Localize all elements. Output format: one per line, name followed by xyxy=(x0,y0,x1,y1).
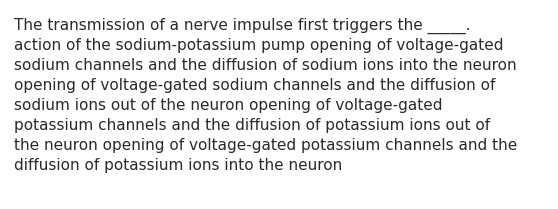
Text: action of the sodium-potassium pump opening of voltage-gated: action of the sodium-potassium pump open… xyxy=(14,38,503,53)
Text: opening of voltage-gated sodium channels and the diffusion of: opening of voltage-gated sodium channels… xyxy=(14,78,496,93)
Text: potassium channels and the diffusion of potassium ions out of: potassium channels and the diffusion of … xyxy=(14,118,490,133)
Text: the neuron opening of voltage-gated potassium channels and the: the neuron opening of voltage-gated pota… xyxy=(14,138,517,153)
Text: sodium channels and the diffusion of sodium ions into the neuron: sodium channels and the diffusion of sod… xyxy=(14,58,517,73)
Text: sodium ions out of the neuron opening of voltage-gated: sodium ions out of the neuron opening of… xyxy=(14,98,442,113)
Text: The transmission of a nerve impulse first triggers the _____.: The transmission of a nerve impulse firs… xyxy=(14,18,470,34)
Text: diffusion of potassium ions into the neuron: diffusion of potassium ions into the neu… xyxy=(14,158,342,173)
